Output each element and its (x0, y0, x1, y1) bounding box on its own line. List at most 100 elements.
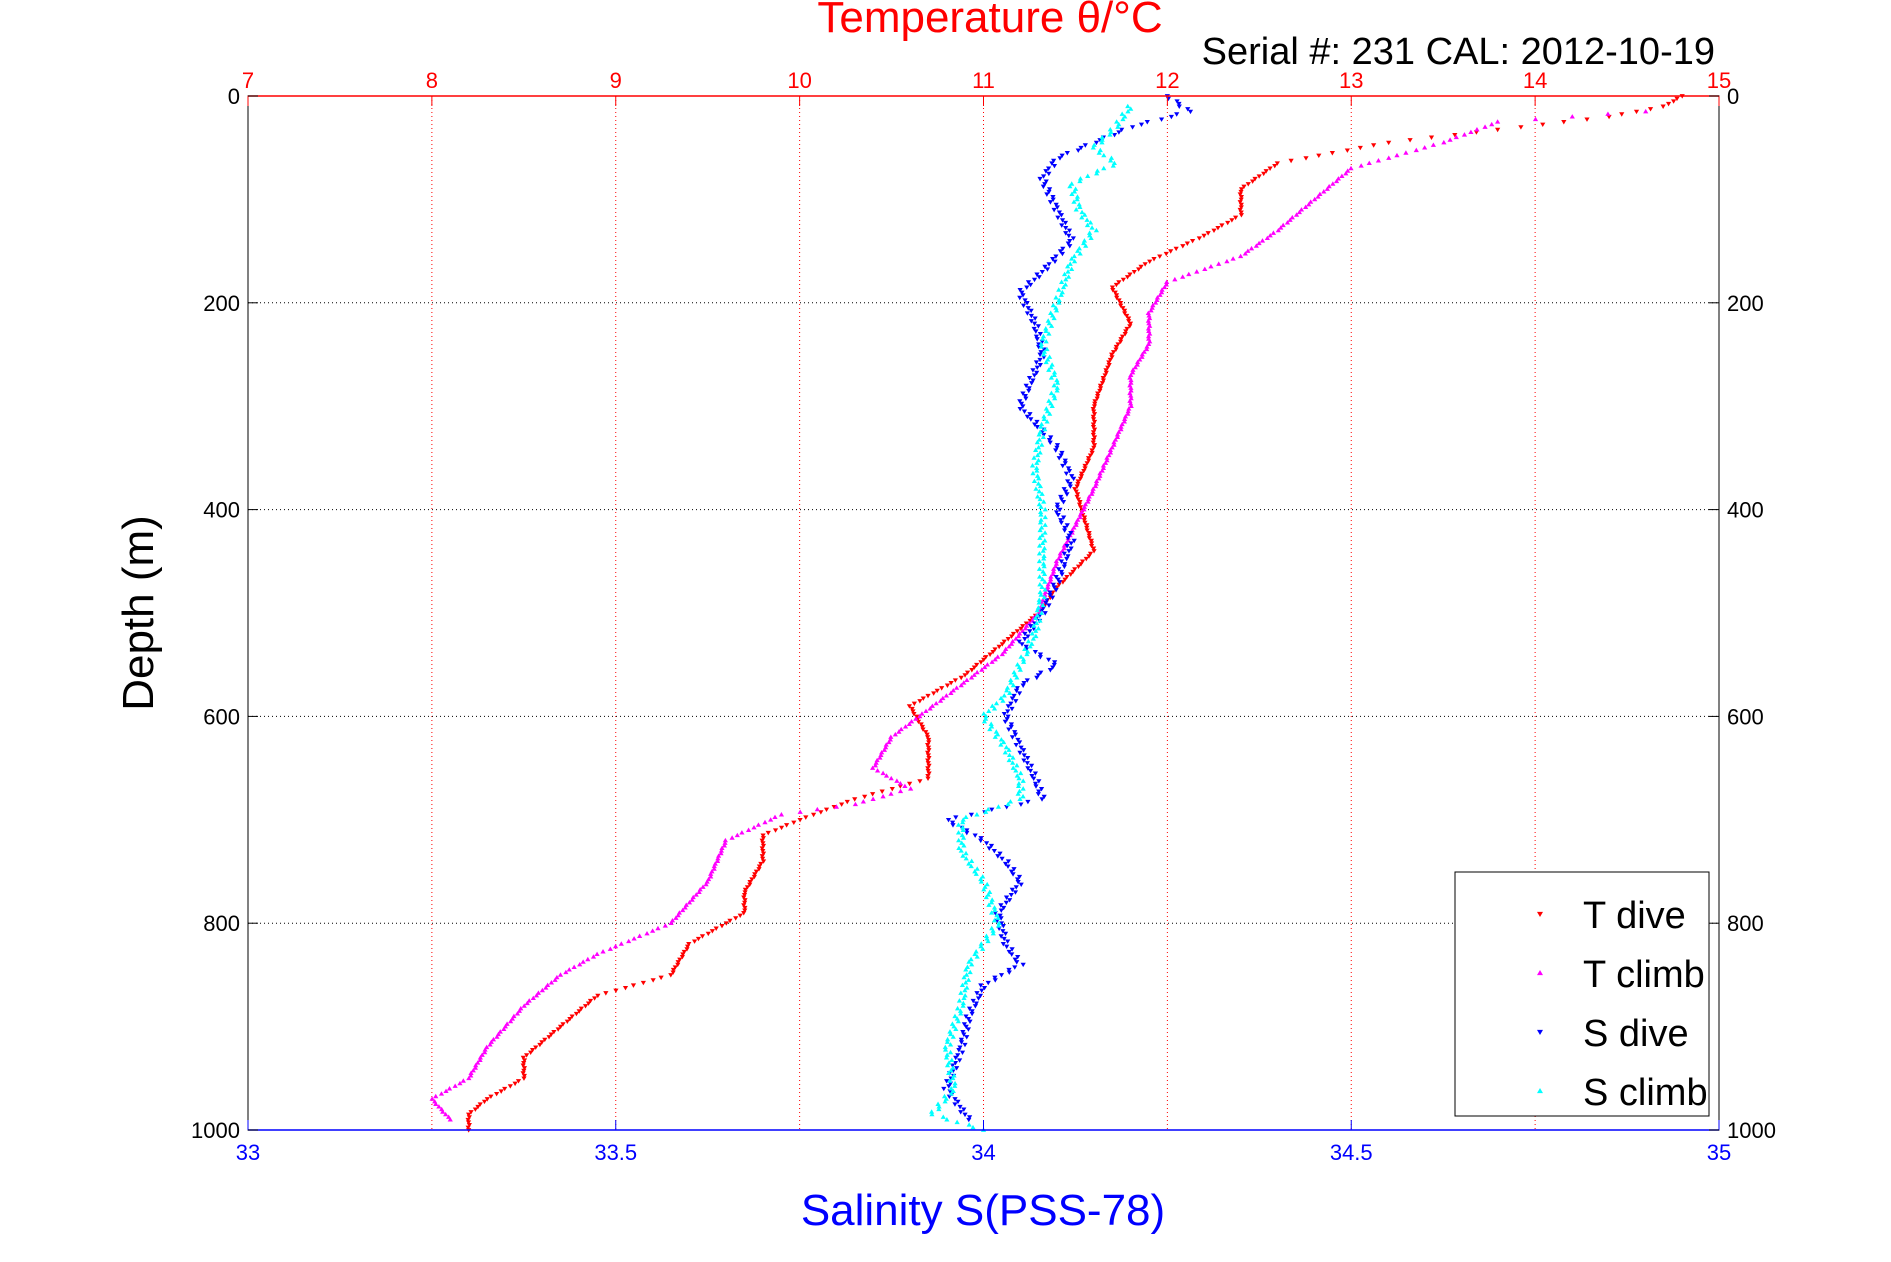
data-point (1017, 796, 1023, 801)
data-point (1090, 417, 1097, 422)
data-point (1386, 155, 1392, 160)
data-point (1042, 589, 1049, 595)
data-point (958, 675, 964, 681)
data-point (693, 892, 699, 897)
data-point (1020, 683, 1026, 688)
data-point (950, 1034, 956, 1039)
data-point (942, 1044, 948, 1050)
data-point (520, 1071, 526, 1076)
data-point (1031, 277, 1038, 283)
data-point (1671, 99, 1677, 104)
data-point (966, 959, 972, 964)
data-point (718, 850, 724, 856)
data-point (1069, 256, 1075, 261)
data-point (1110, 288, 1116, 293)
data-point (1312, 196, 1318, 202)
data-point (1008, 641, 1015, 646)
data-point (1020, 391, 1026, 396)
data-point (756, 864, 763, 869)
data-point (742, 908, 748, 913)
data-point (888, 775, 894, 781)
data-point (1026, 620, 1033, 626)
data-point (1051, 662, 1057, 668)
data-point (1066, 233, 1072, 239)
data-point (1004, 944, 1010, 950)
data-point (1016, 740, 1023, 745)
data-point (1015, 880, 1021, 885)
data-point (985, 938, 991, 944)
data-point (1173, 246, 1179, 252)
data-point (960, 1000, 966, 1006)
data-point (948, 1067, 954, 1073)
data-point (933, 700, 939, 706)
data-point (1118, 426, 1124, 432)
data-point (1174, 99, 1180, 104)
data-point (1069, 181, 1075, 186)
data-point (1090, 486, 1096, 491)
data-point (1006, 757, 1012, 763)
data-point (1127, 398, 1133, 403)
data-point (1606, 114, 1612, 120)
data-point (958, 848, 964, 853)
data-point (1024, 285, 1030, 290)
data-point (908, 718, 915, 724)
data-point (968, 675, 975, 680)
data-point (972, 951, 978, 957)
data-point (1003, 744, 1009, 750)
data-point (957, 1104, 963, 1110)
x-axis-label: Salinity S(PSS-78) (801, 1186, 1165, 1235)
data-point (964, 830, 970, 836)
data-point (929, 1109, 935, 1114)
data-point (953, 1026, 959, 1032)
data-point (1023, 383, 1029, 389)
data-point (1006, 949, 1012, 955)
data-point (978, 838, 984, 844)
data-point (1097, 388, 1103, 394)
data-point (1339, 173, 1345, 178)
data-point (1039, 442, 1045, 447)
data-point (920, 696, 926, 701)
data-point (1025, 766, 1031, 771)
data-point (925, 753, 932, 758)
data-point (470, 1067, 476, 1073)
data-point (479, 1052, 485, 1057)
data-point (974, 991, 980, 996)
data-point (956, 837, 962, 843)
data-point (925, 766, 931, 771)
data-point (521, 1058, 528, 1063)
legend-box (1454, 871, 1710, 1117)
data-point (964, 828, 970, 833)
data-point (991, 849, 997, 854)
data-point (1118, 303, 1124, 308)
data-point (1025, 306, 1031, 311)
data-point (1066, 533, 1072, 539)
data-point (749, 877, 755, 882)
data-point (917, 699, 923, 704)
data-point (1044, 598, 1050, 603)
data-point (1158, 117, 1165, 122)
data-point (1024, 311, 1031, 316)
data-point (979, 667, 985, 672)
data-point (465, 1117, 471, 1123)
data-point (1081, 469, 1087, 474)
data-point (1056, 567, 1062, 572)
data-point (1233, 215, 1239, 221)
data-point (970, 998, 976, 1004)
axes: 7 8 9 10 11 12 13 14 15 33 33.5 34 34.5 35 0 0 200 200 400… (191, 68, 1776, 1165)
data-point (1033, 447, 1039, 452)
data-point (1051, 369, 1058, 375)
data-point (1026, 388, 1032, 394)
data-point (947, 1078, 953, 1083)
data-point (1029, 381, 1035, 386)
data-point (962, 987, 968, 993)
data-point (1031, 321, 1038, 327)
data-point (1002, 931, 1009, 937)
data-point (585, 956, 591, 962)
data-point (955, 1099, 961, 1105)
series-s-dive (941, 94, 1194, 1123)
data-point (1048, 576, 1054, 582)
data-point (711, 866, 717, 871)
data-point (1278, 225, 1284, 230)
data-point (995, 804, 1002, 809)
data-point (791, 820, 797, 825)
